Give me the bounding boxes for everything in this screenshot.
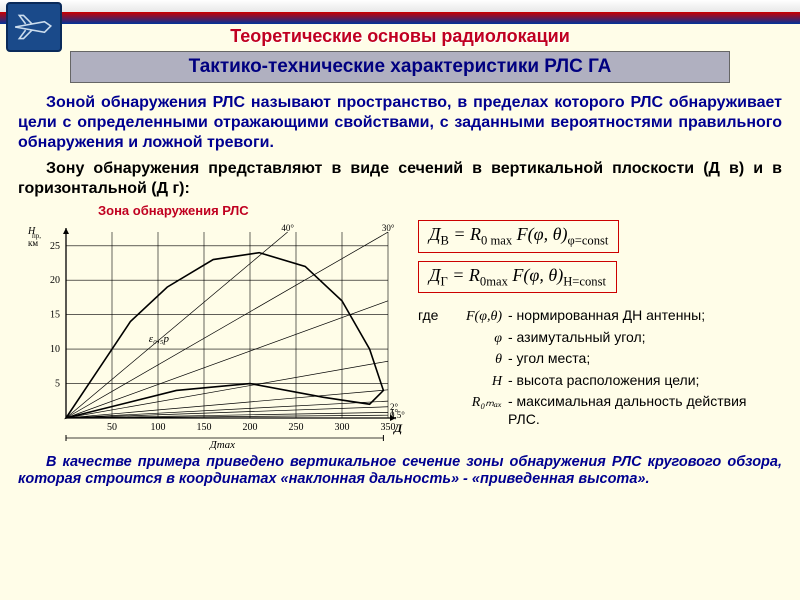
svg-text:Д: Д xyxy=(393,421,403,435)
svg-text:15: 15 xyxy=(50,310,60,321)
svg-text:ε₀,₅p: ε₀,₅p xyxy=(149,333,170,345)
svg-text:150: 150 xyxy=(197,422,212,433)
svg-text:5: 5 xyxy=(55,379,60,390)
representation-text: Зону обнаружения представляют в виде сеч… xyxy=(18,159,782,199)
svg-text:300: 300 xyxy=(335,422,350,433)
main-title: Теоретические основы радиолокации xyxy=(0,24,800,47)
svg-text:20: 20 xyxy=(50,275,60,286)
svg-text:50: 50 xyxy=(107,422,117,433)
definition-text: Зоной обнаружения РЛС называют пространс… xyxy=(18,93,782,153)
svg-text:0,5°: 0,5° xyxy=(390,410,405,420)
sub-title: Тактико-технические характеристики РЛС Г… xyxy=(70,51,730,83)
legend-item: H- высота расположения цели; xyxy=(418,372,782,391)
footer-note: В качестве примера приведено вертикально… xyxy=(0,450,800,489)
svg-text:200: 200 xyxy=(243,422,258,433)
detection-zone-chart: 5010015020025030035051015202540°30°20°10… xyxy=(18,220,408,450)
svg-text:10: 10 xyxy=(50,344,60,355)
svg-text:30°: 30° xyxy=(382,223,395,233)
svg-text:100: 100 xyxy=(151,422,166,433)
legend-block: гдеF(φ,θ)- нормированная ДН антенны; φ- а… xyxy=(418,307,782,428)
svg-text:25: 25 xyxy=(50,241,60,252)
svg-text:км: км xyxy=(28,238,38,248)
legend-item: R₀ₘₐₓ- максимальная дальность действия Р… xyxy=(418,393,782,428)
svg-text:250: 250 xyxy=(289,422,304,433)
svg-text:40°: 40° xyxy=(281,223,294,233)
legend-item: гдеF(φ,θ)- нормированная ДН антенны; xyxy=(418,307,782,326)
legend-item: θ- угол места; xyxy=(418,350,782,369)
plane-logo-icon xyxy=(6,2,62,52)
zone-chart-label: Зона обнаружения РЛС xyxy=(98,203,782,218)
formula-dv: ДВ = R0 max F(φ, θ)φ=const xyxy=(418,220,619,253)
legend-item: φ- азимутальный угол; xyxy=(418,329,782,348)
formula-dg: ДГ = R0max F(φ, θ)H=const xyxy=(418,261,617,294)
svg-text:Дmax: Дmax xyxy=(209,439,235,450)
